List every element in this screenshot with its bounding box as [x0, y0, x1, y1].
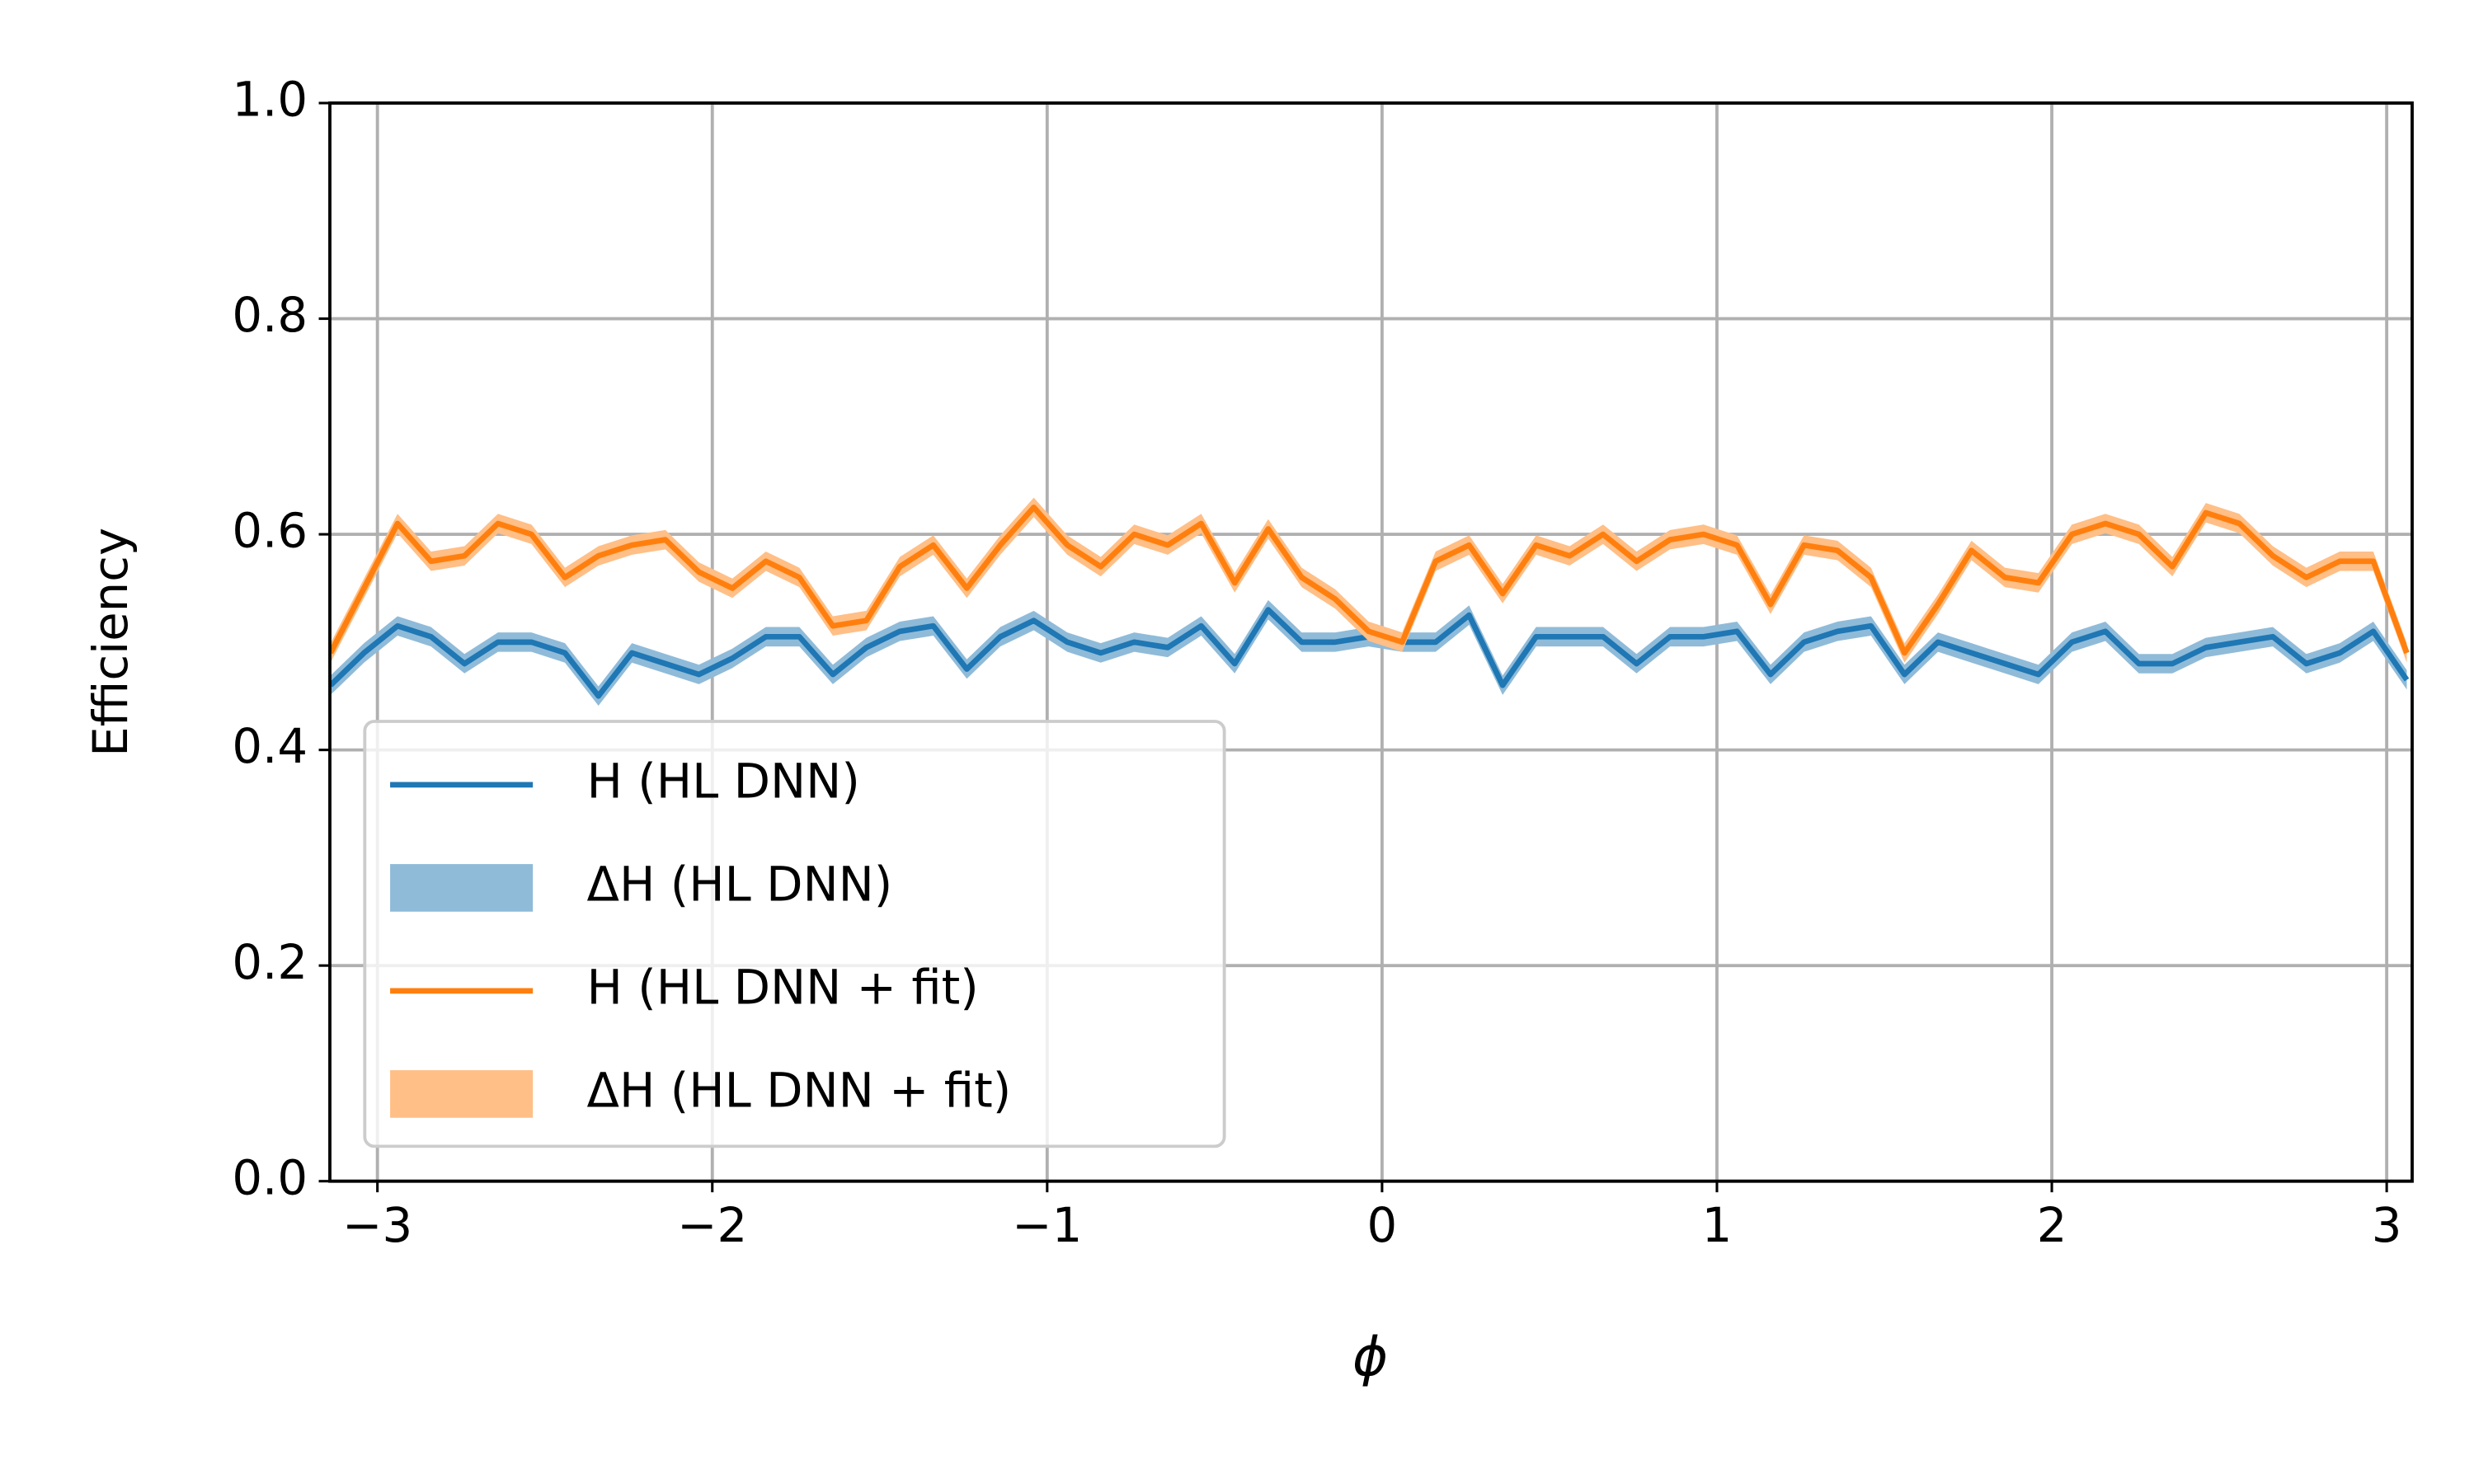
- legend-label: H (HL DNN + fit): [587, 960, 979, 1016]
- legend-label: ΔH (HL DNN): [587, 857, 893, 913]
- y-tick-label: 0.0: [232, 1149, 308, 1205]
- x-tick-label: 3: [2372, 1197, 2402, 1253]
- x-tick-label: −1: [1012, 1197, 1082, 1253]
- legend-box: [363, 720, 1226, 1148]
- y-tick-label: 1.0: [232, 72, 308, 128]
- y-tick-label: 0.6: [232, 503, 308, 559]
- x-tick-label: −3: [342, 1197, 412, 1253]
- y-tick-label: 0.4: [232, 718, 308, 774]
- error-band: [330, 599, 2407, 706]
- y-axis-label: Efficiency: [82, 528, 139, 757]
- plot: [330, 497, 2410, 706]
- x-axis-label: ϕ: [1352, 1326, 1388, 1388]
- y-tick-label: 0.8: [232, 287, 308, 343]
- x-tick-label: 2: [2037, 1197, 2067, 1253]
- legend: H (HL DNN) ΔH (HL DNN) H (HL DNN + fit) ΔH …: [363, 720, 1226, 1148]
- legend-swatch: [390, 1070, 534, 1118]
- y-tick-label: 0.2: [232, 934, 308, 990]
- line: [330, 505, 2410, 656]
- legend-label: H (HL DNN): [587, 754, 860, 810]
- legend-swatch: [390, 864, 534, 912]
- plot-frame: [328, 101, 2414, 1183]
- legend-label: ΔH (HL DNN + fit): [587, 1063, 1012, 1119]
- x-tick-label: 0: [1367, 1197, 1398, 1253]
- x-tick-label: −2: [677, 1197, 747, 1253]
- x-tick-label: 1: [1702, 1197, 1733, 1253]
